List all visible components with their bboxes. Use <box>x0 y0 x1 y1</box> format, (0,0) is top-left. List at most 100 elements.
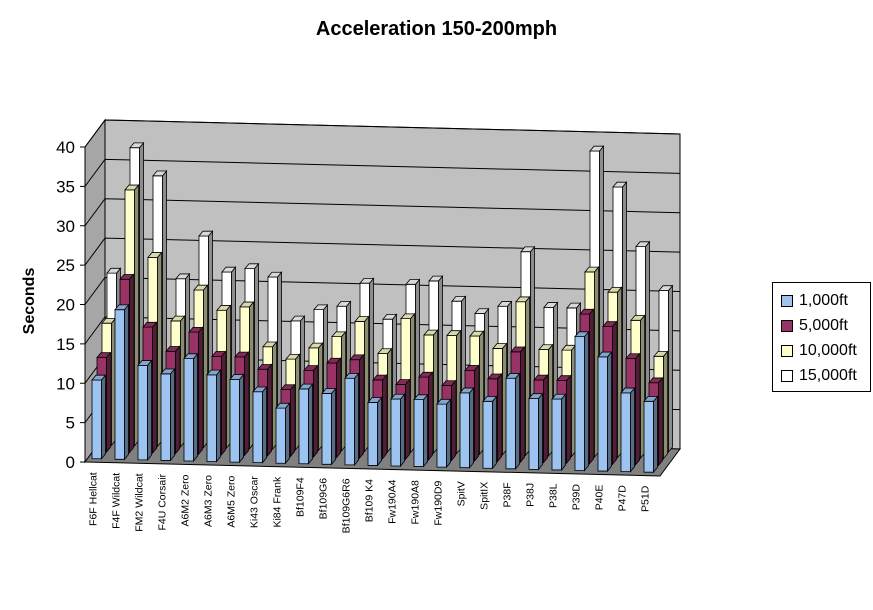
bar-10000ft-19-face <box>538 344 554 350</box>
x-tick-label: Bf109 K4 <box>364 479 376 522</box>
x-tick-label: A6M2 Zero <box>180 474 192 526</box>
gridline <box>84 198 681 227</box>
bar-1000ft-18 <box>505 372 521 470</box>
bar-1000ft-14-face <box>413 394 429 401</box>
bar-1000ft-6-face <box>229 374 245 380</box>
legend-label: 15,000ft <box>799 366 857 384</box>
bar-5000ft-21-face <box>579 308 595 315</box>
x-tick-label: Ki84 Frank <box>272 476 284 528</box>
bar-10000ft-13-face <box>400 313 416 320</box>
bar-1000ft-12-face <box>377 396 382 467</box>
bar-5000ft-23-face <box>635 352 640 466</box>
bar-1000ft-1-face <box>124 303 129 461</box>
bar-5000ft-1-face <box>119 274 135 280</box>
legend-item-15000ft: 15,000ft <box>777 363 866 388</box>
bar-1000ft-10-face <box>321 388 337 394</box>
bar-15000ft-22-face <box>612 181 628 188</box>
bar-5000ft-11-face <box>349 354 365 361</box>
y-tick-label: 10 <box>56 374 75 393</box>
bar-5000ft-20-face <box>566 374 571 465</box>
bar-1000ft-14-face <box>423 393 428 468</box>
chart-title: Acceleration 150-200mph <box>315 18 558 40</box>
bar-1000ft-0 <box>91 374 107 460</box>
bar-5000ft-7-face <box>257 364 273 370</box>
bar-1000ft-5-face <box>206 374 217 462</box>
bar-15000ft-0-face <box>106 267 122 274</box>
bar-5000ft-24-face <box>648 377 664 384</box>
bar-5000ft-10-face <box>336 357 341 459</box>
bar-5000ft-16-face <box>464 365 480 371</box>
bar-15000ft-16-face <box>474 308 490 314</box>
x-tick-label: A6M3 Zero <box>203 475 215 527</box>
bar-1000ft-10-face <box>331 387 336 466</box>
bar-15000ft-4-face <box>198 230 214 237</box>
bar-1000ft-24 <box>643 395 659 474</box>
legend-label: 10,000ft <box>799 341 857 359</box>
x-tick-label: SpitV <box>456 481 468 506</box>
bar-1000ft-9 <box>298 383 314 465</box>
bar-15000ft-24-face <box>658 285 674 291</box>
bar-1000ft-15-face <box>436 403 447 468</box>
bar-15000ft-14-face <box>428 275 444 282</box>
bar-1000ft-5-face <box>206 369 222 376</box>
bar-1000ft-17 <box>482 395 498 470</box>
bar-10000ft-15-face <box>446 330 462 336</box>
bar-1000ft-11-face <box>354 372 359 466</box>
y-tick-label: 20 <box>56 296 75 315</box>
bar-10000ft-16-face <box>469 330 485 337</box>
bar-10000ft-17-face <box>492 343 508 349</box>
bar-10000ft-21-face <box>584 266 600 273</box>
bar-10000ft-5-face <box>216 305 232 311</box>
bar-5000ft-16-face <box>474 364 479 463</box>
bar-15000ft-13-face <box>405 279 421 285</box>
legend-swatch-1000ft <box>781 294 793 307</box>
bar-1000ft-4 <box>183 352 199 463</box>
bar-5000ft-9-face <box>303 365 319 371</box>
bar-1000ft-6-face <box>239 373 244 464</box>
bar-1000ft-21-face <box>584 330 589 472</box>
bar-1000ft-6-face <box>229 379 240 463</box>
bar-10000ft-1-face <box>124 184 140 191</box>
bar-1000ft-23-face <box>620 392 631 473</box>
bar-10000ft-2-face <box>147 252 163 258</box>
bar-1000ft-21-face <box>574 331 590 338</box>
legend-item-10000ft: 10,000ft <box>777 338 866 363</box>
bar-1000ft-20-face <box>551 398 562 471</box>
bar-1000ft-16-face <box>459 387 475 394</box>
x-tick-label: Bf109F4 <box>295 477 307 517</box>
y-tick-label: 25 <box>56 256 75 275</box>
bar-5000ft-14-face <box>418 371 434 378</box>
bar-1000ft-18-face <box>505 373 521 379</box>
gridline <box>84 237 681 266</box>
bar-10000ft-23-face <box>630 315 646 321</box>
bar-5000ft-12-face <box>382 374 387 460</box>
legend-label: 5,000ft <box>799 316 848 334</box>
bar-1000ft-0-face <box>91 379 102 460</box>
x-tick-label: P47D <box>617 485 629 512</box>
legend-swatch-10000ft <box>781 344 793 357</box>
bar-1000ft-13-face <box>400 393 405 468</box>
bar-1000ft-7-face <box>252 391 263 464</box>
bar-5000ft-5-face <box>221 350 226 456</box>
bar-1000ft-22 <box>597 350 613 473</box>
bar-1000ft-9-face <box>298 388 309 465</box>
x-tick-label: P39D <box>571 484 583 511</box>
bar-5000ft-19-face <box>543 374 548 464</box>
bar-1000ft-11-face <box>344 373 360 379</box>
bar-1000ft-23 <box>620 386 636 473</box>
bar-1000ft-21-face <box>574 336 585 471</box>
bar-1000ft-23-face <box>620 387 636 394</box>
bar-1000ft-12-face <box>367 402 378 466</box>
bar-1000ft-20-face <box>561 393 566 472</box>
x-tick-label: FM2 Wildcat <box>134 473 146 531</box>
bar-1000ft-7-face <box>252 386 268 393</box>
bar-1000ft-15-face <box>446 398 451 469</box>
bar-15000ft-10-face <box>336 301 352 307</box>
bar-1000ft-2-face <box>137 364 148 461</box>
bar-15000ft-19-face <box>543 302 559 308</box>
bar-10000ft-11-face <box>354 316 370 322</box>
bar-10000ft-22-face <box>607 286 623 293</box>
bar-5000ft-2-face <box>142 321 158 328</box>
x-tick-label: Fw190A4 <box>387 479 399 524</box>
bar-1000ft-0-face <box>101 374 106 460</box>
